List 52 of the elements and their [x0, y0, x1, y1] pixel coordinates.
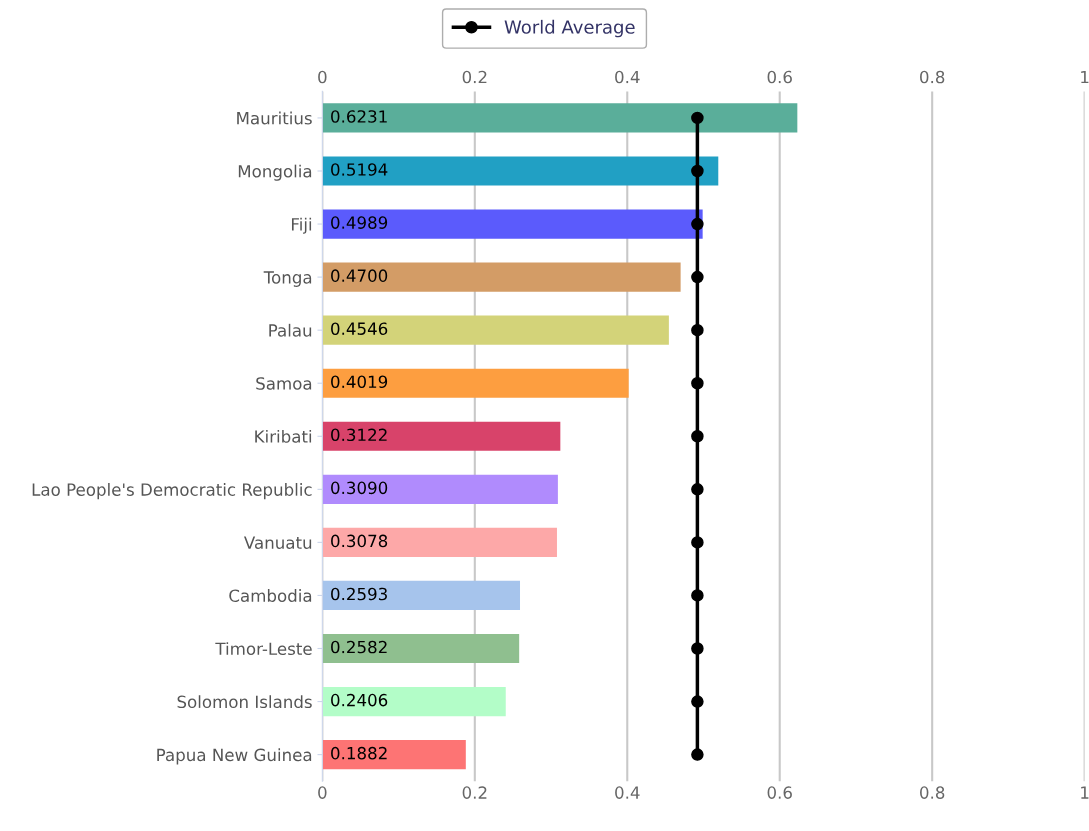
bar	[322, 527, 557, 557]
x-tick-label: 0	[318, 786, 327, 799]
bar	[322, 103, 798, 133]
bar	[322, 262, 681, 292]
bar	[322, 474, 558, 504]
x2-tick-label: 0.4	[615, 70, 640, 84]
bar	[322, 368, 629, 398]
data-label: 0.6231	[331, 110, 387, 123]
data-label: 0.3078	[331, 534, 388, 548]
y-tick-label: Cambodia	[229, 589, 312, 603]
x2-tick-label: 1	[1081, 70, 1089, 84]
y-tick-label: Fiji	[291, 217, 312, 234]
x-tick-label: 0.8	[920, 786, 945, 799]
y-tick-label: Solomon Islands	[177, 695, 312, 709]
data-label: 0.4700	[331, 269, 388, 282]
data-label: 0.4989	[331, 216, 388, 229]
data-label: 0.3122	[331, 428, 387, 442]
x2-tick-label: 0.2	[462, 70, 487, 84]
legend-label: World Average	[504, 19, 635, 38]
bar	[322, 156, 719, 186]
bar	[322, 740, 466, 770]
data-label: 0.2582	[331, 640, 387, 654]
bar	[322, 633, 520, 664]
data-label: 0.2593	[331, 587, 387, 601]
x2-tick-label: 0.6	[767, 70, 792, 84]
y-tick-label: Tonga	[263, 271, 312, 287]
y-tick-label: Mongolia	[238, 164, 312, 181]
bar	[322, 421, 561, 451]
y-tick-label: Vanuatu	[243, 536, 312, 549]
x2-tick-label: 0.8	[920, 70, 945, 84]
data-label: 0.1882	[331, 746, 387, 760]
data-label: 0.4546	[331, 322, 388, 335]
x-tick-label: 0.4	[615, 786, 640, 799]
y-tick-label: Papua New Guinea	[157, 748, 312, 765]
bar	[322, 209, 703, 239]
data-label: 0.3090	[331, 481, 388, 495]
y-tick-label: Timor-Leste	[215, 642, 312, 656]
data-label: 0.2406	[331, 693, 388, 707]
x-tick-label: 0.6	[767, 786, 792, 799]
y-tick-label: Palau	[269, 323, 312, 337]
data-label: 0.5194	[331, 163, 388, 176]
y-tick-label: Samoa	[256, 377, 312, 390]
x-tick-label: 0.2	[462, 786, 487, 799]
bar	[322, 315, 669, 345]
bar	[322, 580, 521, 611]
x-tick-label: 1	[1081, 786, 1089, 799]
y-tick-label: Lao People's Democratic Republic	[32, 483, 312, 500]
data-label: 0.4019	[331, 375, 388, 389]
x2-tick-label: 0	[318, 70, 327, 84]
bar	[322, 686, 506, 717]
y-tick-label: Mauritius	[237, 111, 312, 125]
y-tick-label: Kiribati	[255, 429, 312, 443]
